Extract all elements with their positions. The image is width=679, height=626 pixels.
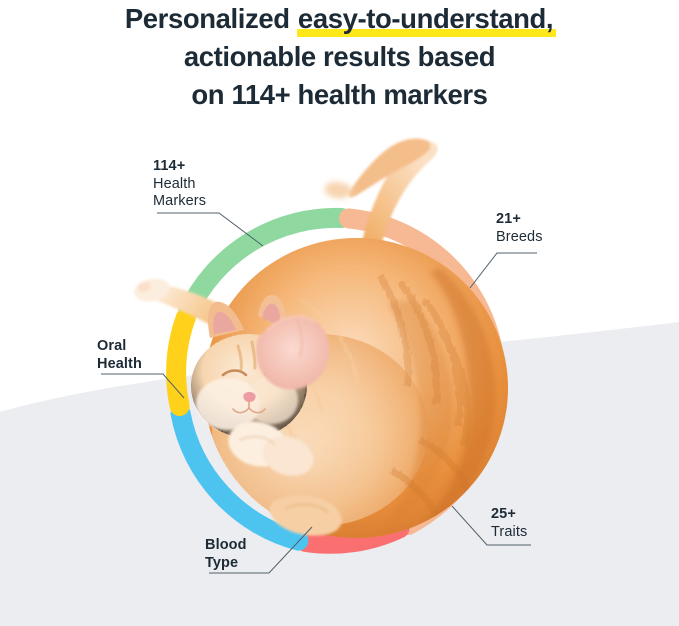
callout-oral-health-line1: Oral [97, 338, 127, 354]
callout-breeds-value: 21+ [496, 211, 521, 227]
callout-traits-caption: Traits [491, 523, 528, 540]
callout-breeds-caption: Breeds [496, 228, 543, 245]
callout-blood-type-line2: Type [205, 554, 239, 571]
callout-health-markers-caption-line2: Markers [153, 193, 207, 209]
callout-health-markers-caption-line1: Health [153, 175, 196, 192]
callout-health-markers[interactable]: 114+ Health Markers [153, 158, 206, 211]
callout-breeds[interactable]: 21+ Breeds [496, 211, 543, 246]
callout-health-markers-value: 114+ [153, 158, 186, 174]
callout-oral-health-line2: Health [97, 355, 142, 372]
callout-traits[interactable]: 25+ Traits [491, 506, 527, 541]
callout-blood-type[interactable]: Blood Type [205, 537, 247, 572]
callout-traits-value: 25+ [491, 506, 516, 522]
callout-blood-type-line1: Blood [205, 537, 247, 553]
callout-oral-health[interactable]: Oral Health [97, 338, 142, 373]
